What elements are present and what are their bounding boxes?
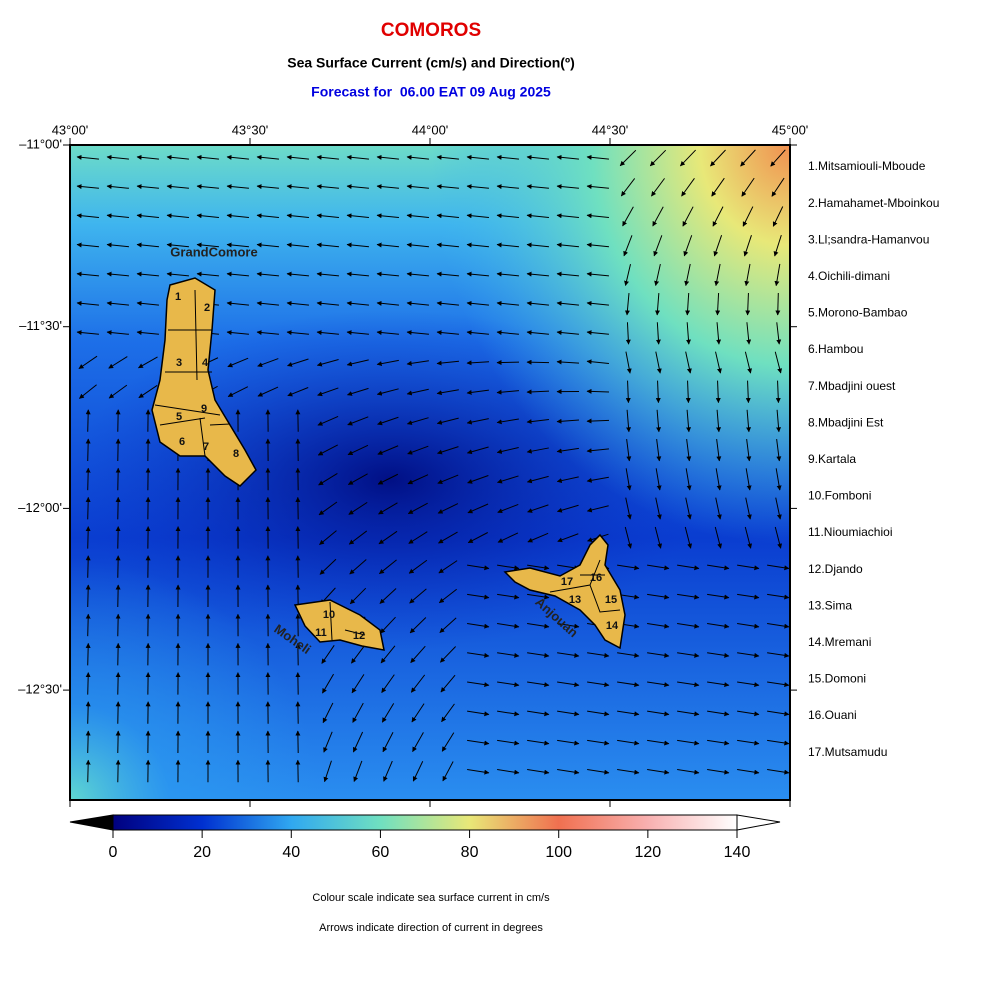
legend-entry: 8.Mbadjini Est xyxy=(808,415,884,429)
note: Colour scale indicate sea surface curren… xyxy=(312,892,550,904)
colorbar-tick-label: 60 xyxy=(372,844,390,861)
current-arrow xyxy=(88,439,89,461)
colorbar-high-extension xyxy=(737,815,780,830)
colorbar-low-extension xyxy=(70,815,113,830)
island-label: GrandComore xyxy=(170,244,257,259)
region-number: 16 xyxy=(590,572,602,584)
current-field xyxy=(70,560,320,800)
legend-entry: 12.Djando xyxy=(808,562,863,576)
region-number: 14 xyxy=(606,620,619,632)
region-number: 17 xyxy=(561,576,573,588)
current-arrow xyxy=(88,527,89,549)
region-number: 3 xyxy=(176,357,182,369)
region-number: 7 xyxy=(203,441,209,453)
lon-label: 44°30' xyxy=(592,122,629,137)
current-arrow xyxy=(88,760,89,782)
colorbar-tick-label: 140 xyxy=(724,844,751,861)
region-number: 6 xyxy=(179,436,185,448)
lon-label: 43°30' xyxy=(232,122,269,137)
legend-entry: 4.Oichili-dimani xyxy=(808,269,890,283)
map-field xyxy=(70,145,790,800)
region-number: 11 xyxy=(315,627,327,639)
current-arrow xyxy=(778,293,779,315)
current-arrow xyxy=(88,614,89,636)
colorbar-tick-label: 120 xyxy=(635,844,662,861)
legend-entry: 2.Hamahamet-Mboinkou xyxy=(808,196,939,210)
lat-label: –11°30' xyxy=(19,318,62,333)
lon-label: 43°00' xyxy=(52,122,89,137)
current-arrow xyxy=(88,468,89,490)
legend-entry: 11.Nioumiachioi xyxy=(808,525,893,539)
colorbar-ramp xyxy=(113,815,737,830)
legend-entry: 14.Mremani xyxy=(808,635,871,649)
legend-entry: 9.Kartala xyxy=(808,452,856,466)
region-number: 13 xyxy=(569,594,581,606)
subtitle: Sea Surface Current (cm/s) and Direction… xyxy=(287,55,575,71)
region-number: 4 xyxy=(202,357,209,369)
legend-entry: 1.Mitsamiouli-Mboude xyxy=(808,159,926,173)
current-field xyxy=(430,145,790,545)
lat-label: –11°00' xyxy=(19,136,62,151)
current-arrow xyxy=(88,585,89,607)
legend-entry: 16.Ouani xyxy=(808,708,857,722)
legend-entry: 13.Sima xyxy=(808,598,852,612)
colorbar-tick-label: 100 xyxy=(545,844,572,861)
current-arrow xyxy=(88,643,89,665)
title: COMOROS xyxy=(381,20,481,41)
region-number: 15 xyxy=(605,594,617,606)
current-arrow xyxy=(88,673,89,695)
region-number: 8 xyxy=(233,448,239,460)
lon-label: 45°00' xyxy=(772,122,809,137)
current-arrow xyxy=(88,497,89,519)
colorbar-tick-label: 20 xyxy=(193,844,211,861)
legend-entry: 7.Mbadjini ouest xyxy=(808,379,896,393)
region-number: 2 xyxy=(204,302,210,314)
lon-label: 44°00' xyxy=(412,122,449,137)
current-arrow xyxy=(88,410,89,432)
legend-entry: 10.Fomboni xyxy=(808,489,871,503)
note: Arrows indicate direction of current in … xyxy=(319,922,543,934)
region-number: 10 xyxy=(323,609,335,621)
current-arrow xyxy=(88,731,89,753)
legend-entry: 15.Domoni xyxy=(808,672,866,686)
legend-entry: 6.Hambou xyxy=(808,342,863,356)
colorbar-tick-label: 40 xyxy=(282,844,300,861)
legend: 1.Mitsamiouli-Mboude 2.Hamahamet-Mboinkou… xyxy=(808,159,939,759)
legend-entry: 17.Mutsamudu xyxy=(808,745,887,759)
colorbar-tick-label: 80 xyxy=(461,844,479,861)
colorbar: 0 20 40 60 80 100 120 140 xyxy=(70,815,780,861)
legend-entry: 3.Ll;sandra-Hamanvou xyxy=(808,232,929,246)
lat-label: –12°30' xyxy=(18,682,62,697)
legend-entry: 5.Morono-Bambao xyxy=(808,306,908,320)
region-number: 5 xyxy=(176,411,182,423)
region-number: 9 xyxy=(201,403,207,415)
current-arrow xyxy=(88,556,89,578)
colorbar-tick-label: 0 xyxy=(109,844,118,861)
region-number: 1 xyxy=(175,291,181,303)
region-number: 12 xyxy=(353,630,365,642)
lat-label: –12°00' xyxy=(18,500,62,515)
current-arrow xyxy=(88,702,89,724)
forecast: Forecast for 06.00 EAT 09 Aug 2025 xyxy=(311,84,551,100)
